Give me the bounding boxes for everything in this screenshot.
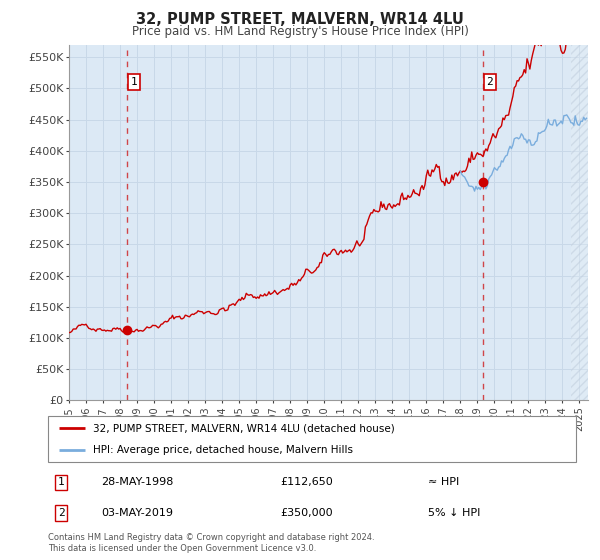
FancyBboxPatch shape	[48, 416, 576, 462]
Bar	[571, 45, 588, 400]
Text: 2: 2	[58, 508, 65, 518]
Text: HPI: Average price, detached house, Malvern Hills: HPI: Average price, detached house, Malv…	[93, 445, 353, 455]
Text: Contains HM Land Registry data © Crown copyright and database right 2024.
This d: Contains HM Land Registry data © Crown c…	[48, 533, 374, 553]
Text: £112,650: £112,650	[280, 477, 333, 487]
Text: 03-MAY-2019: 03-MAY-2019	[101, 508, 173, 518]
Text: 32, PUMP STREET, MALVERN, WR14 4LU: 32, PUMP STREET, MALVERN, WR14 4LU	[136, 12, 464, 27]
Text: ≈ HPI: ≈ HPI	[428, 477, 460, 487]
Text: 2: 2	[487, 77, 493, 87]
Text: 28-MAY-1998: 28-MAY-1998	[101, 477, 173, 487]
Text: Price paid vs. HM Land Registry's House Price Index (HPI): Price paid vs. HM Land Registry's House …	[131, 25, 469, 38]
Text: 5% ↓ HPI: 5% ↓ HPI	[428, 508, 481, 518]
Text: 1: 1	[130, 77, 137, 87]
Bar	[571, 45, 588, 400]
Text: 32, PUMP STREET, MALVERN, WR14 4LU (detached house): 32, PUMP STREET, MALVERN, WR14 4LU (deta…	[93, 423, 395, 433]
Text: 1: 1	[58, 477, 65, 487]
Text: £350,000: £350,000	[280, 508, 333, 518]
